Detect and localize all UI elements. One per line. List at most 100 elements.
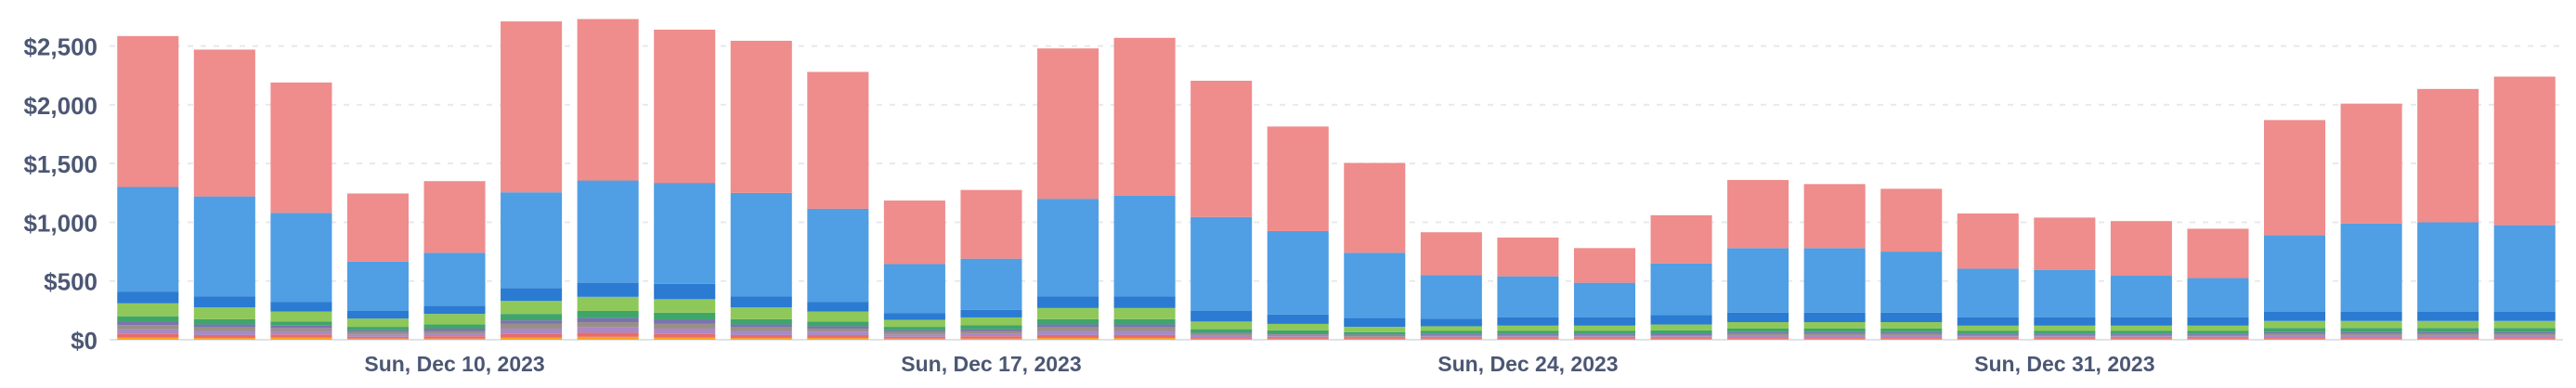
bar-segment — [1880, 252, 1943, 313]
bar-segment — [1267, 330, 1329, 334]
bar-segment — [270, 311, 332, 322]
bar-segment — [2417, 333, 2479, 336]
bar-segment — [1497, 339, 1559, 340]
bar-segment — [1267, 323, 1329, 330]
x-tick-label: Sun, Dec 10, 2023 — [364, 352, 544, 376]
bar-segment — [2264, 311, 2326, 321]
bar-segment — [1267, 230, 1329, 315]
bar-segment — [1113, 318, 1176, 325]
bar-segment — [346, 193, 409, 262]
bar-segment — [270, 82, 332, 213]
bar-segment — [270, 302, 332, 312]
bar-segment — [2264, 338, 2326, 340]
bar-stack — [1037, 48, 1099, 340]
bar-segment — [117, 325, 179, 330]
y-tick-label: $2,000 — [23, 92, 98, 120]
bar-stack — [1727, 179, 1789, 340]
bar-segment — [270, 325, 332, 329]
bar-segment — [807, 334, 869, 339]
bar-segment — [1037, 334, 1099, 339]
bar-segment — [807, 321, 869, 327]
bar-segment — [654, 283, 716, 300]
bar-stack — [1803, 184, 1866, 340]
bar-segment — [1727, 331, 1789, 334]
bar-segment — [577, 310, 639, 318]
bar-segment — [1497, 237, 1559, 277]
bar-segment — [423, 181, 486, 253]
x-tick-label: Sun, Dec 17, 2023 — [901, 352, 1081, 376]
bar-segment — [501, 288, 563, 302]
bar-segment — [883, 331, 945, 335]
bar-segment — [577, 327, 639, 333]
bar-segment — [270, 328, 332, 331]
bar-segment — [654, 337, 716, 340]
bar-segment — [730, 338, 792, 340]
bar-stack — [1267, 126, 1329, 340]
bar-segment — [1037, 318, 1099, 325]
bar-segment — [1957, 336, 2019, 339]
bar-segment — [2187, 330, 2249, 334]
bar-segment — [1650, 330, 1712, 334]
bar-segment — [2110, 317, 2172, 326]
bar-stack — [1344, 162, 1406, 340]
bar-segment — [2417, 328, 2479, 332]
bar-segment — [960, 325, 1022, 330]
bar-segment — [2110, 339, 2172, 340]
bar-segment — [1573, 325, 1635, 331]
bar-segment — [346, 334, 409, 337]
bar-segment — [1113, 37, 1176, 196]
bar-segment — [1727, 335, 1789, 339]
bar-segment — [577, 322, 639, 328]
bar-segment — [1344, 252, 1406, 318]
bar-segment — [346, 336, 409, 339]
bar-segment — [346, 330, 409, 332]
bar-segment — [2187, 338, 2249, 340]
bar-segment — [1727, 248, 1789, 313]
bar-segment — [960, 330, 1022, 334]
bar-segment — [1267, 338, 1329, 340]
bar-segment — [193, 49, 255, 197]
bar-stack — [346, 193, 409, 340]
bar-segment — [730, 334, 792, 339]
bar-segment — [1420, 333, 1482, 335]
bar-segment — [807, 326, 869, 329]
bar-segment — [1037, 307, 1099, 319]
bar-segment — [1344, 335, 1406, 337]
bar-segment — [1497, 334, 1559, 337]
bar-segment — [193, 318, 255, 325]
bar-segment — [1190, 338, 1253, 340]
bar-segment — [1113, 296, 1176, 308]
bar-stack — [2187, 228, 2249, 340]
bar-segment — [1344, 334, 1406, 336]
bar-segment — [270, 321, 332, 326]
bar-segment — [117, 291, 179, 304]
bar-segment — [270, 213, 332, 303]
bar-segment — [501, 333, 563, 338]
bar-segment — [1037, 327, 1099, 331]
bar-segment — [654, 328, 716, 334]
bar-segment — [1880, 188, 1943, 252]
bar-stack — [1113, 37, 1176, 340]
bar-segment — [1880, 331, 1943, 334]
bar-segment — [1037, 48, 1099, 200]
bar-segment — [1037, 199, 1099, 297]
bar-segment — [501, 301, 563, 315]
bar-segment — [807, 311, 869, 322]
bar-segment — [1190, 216, 1253, 311]
bar-segment — [117, 316, 179, 323]
bar-segment — [2187, 334, 2249, 337]
bar-segment — [1803, 339, 1866, 340]
bar-segment — [1573, 248, 1635, 283]
y-tick-label: $1,000 — [23, 209, 98, 237]
bar-stack — [270, 82, 332, 340]
bar-segment — [2493, 333, 2556, 336]
bar-segment — [117, 303, 179, 317]
bar-segment — [1267, 126, 1329, 231]
bar-segment — [1190, 310, 1253, 322]
bar-segment — [2340, 311, 2402, 321]
bar-segment — [1267, 339, 1329, 340]
bar-segment — [270, 337, 332, 340]
bar-segment — [1650, 339, 1712, 340]
bar-segment — [1803, 338, 1866, 340]
